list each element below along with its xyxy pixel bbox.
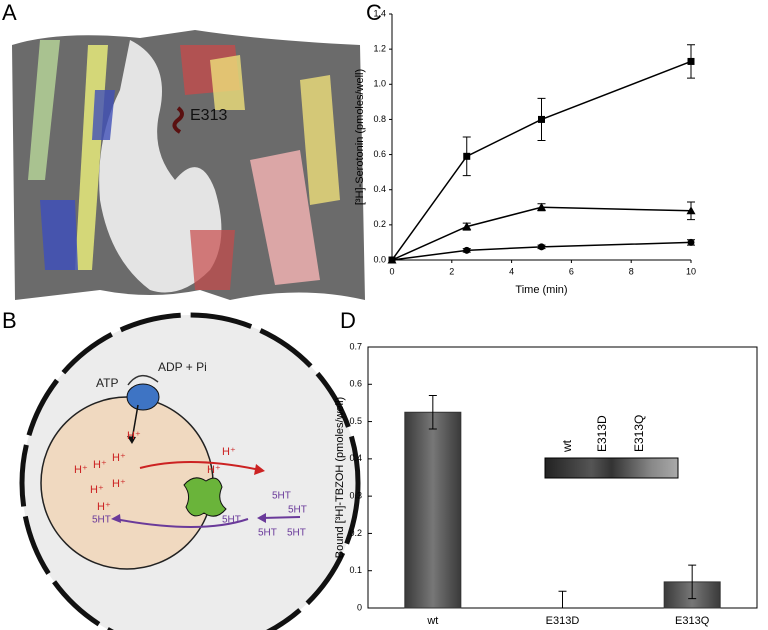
adp-label: ADP + Pi xyxy=(158,360,207,374)
y-axis-label: Bound [³H]-TBZOH (pmoles/well) xyxy=(334,397,346,558)
marker xyxy=(538,115,545,123)
helix xyxy=(190,230,235,290)
y-tick-label: 1.0 xyxy=(373,79,386,89)
x-tick-label: wt xyxy=(426,615,438,627)
error-bar xyxy=(688,564,697,600)
blot xyxy=(544,457,679,479)
serotonin-label: 5HT xyxy=(258,528,277,539)
x-tick-label: 4 xyxy=(509,266,514,276)
proton-label: H⁺ xyxy=(222,446,236,458)
y-tick-label: 0.7 xyxy=(349,341,362,351)
helix xyxy=(28,40,60,180)
y-tick-label: 0.0 xyxy=(373,254,386,264)
y-axis-label: [³H]-Serotonin (pmoles/well) xyxy=(354,69,366,205)
helix xyxy=(300,75,340,205)
y-tick-label: 1.4 xyxy=(373,8,386,18)
atpase xyxy=(126,383,160,411)
series-line xyxy=(391,60,692,261)
blot-label: wt xyxy=(560,439,574,453)
y-tick-label: 0 xyxy=(357,602,362,612)
bar xyxy=(404,411,462,609)
x-tick-label: 0 xyxy=(389,266,394,276)
arrowhead xyxy=(257,513,266,523)
arrow xyxy=(131,404,139,441)
panel-b: ATP ADP + Pi 5HT 5HT H⁺ H⁺H⁺H⁺ H⁺H⁺H⁺H⁺H⁺5… xyxy=(19,312,361,630)
proton-label: H⁺ xyxy=(97,501,111,513)
panel-label: A xyxy=(2,0,17,25)
cavity xyxy=(99,40,222,293)
x-tick-label: 2 xyxy=(449,266,454,276)
x-tick-label: 8 xyxy=(629,266,634,276)
chart-c: 0.0 0.2 0.4 0.6 0.8 1.0 1.2 1.4 0 2 4 6 8 10 Time (min… xyxy=(354,8,696,296)
proton-label: H⁺ xyxy=(127,430,141,442)
proton-label: H⁺ xyxy=(112,478,126,490)
proton-label: H⁺ xyxy=(93,459,107,471)
arrow xyxy=(127,375,159,386)
series-line xyxy=(391,241,692,261)
y-tick-label: 0.6 xyxy=(373,149,386,159)
serotonin-arrow xyxy=(114,518,249,528)
error-bar xyxy=(428,394,437,430)
proton-label: H⁺ xyxy=(74,464,88,476)
series-line xyxy=(391,206,692,261)
x-tick-label: E313Q xyxy=(675,615,710,627)
x-axis-label: Time (min) xyxy=(515,284,567,296)
proton-label: H⁺ xyxy=(90,484,104,496)
helix xyxy=(210,55,245,110)
x-tick-label: E313D xyxy=(546,615,580,627)
marker xyxy=(463,152,471,160)
residue-stick xyxy=(172,106,184,134)
proton-label: H⁺ xyxy=(112,452,126,464)
error-bar xyxy=(558,590,567,609)
blot-label: E313Q xyxy=(632,415,646,452)
chart-d: 0 0.1 0.2 0.3 0.4 0.5 0.6 0.7 Bound [³H]-TBZOH (… xyxy=(334,341,758,627)
marker xyxy=(686,206,696,215)
arrowhead xyxy=(127,436,136,444)
arrowhead xyxy=(254,464,265,475)
panel-label: B xyxy=(2,308,17,333)
panel-a: E313 xyxy=(12,30,365,300)
panel-label: D xyxy=(340,308,356,333)
y-tick-label: 1.2 xyxy=(373,44,386,54)
y-tick-label: 0.1 xyxy=(349,565,362,575)
x-tick-label: 6 xyxy=(569,266,574,276)
residue-label: E313 xyxy=(190,107,227,124)
marker xyxy=(537,202,546,211)
marker xyxy=(462,222,472,231)
marker xyxy=(463,246,471,254)
x-tick-label: 10 xyxy=(686,266,696,276)
y-tick-label: 0.2 xyxy=(349,528,362,538)
blot-label: E313D xyxy=(595,415,609,452)
proton-label: H⁺ xyxy=(207,464,221,476)
y-tick-label: 0.8 xyxy=(373,114,386,124)
marker xyxy=(388,256,396,264)
transporter xyxy=(183,477,227,517)
y-tick-label: 0.4 xyxy=(373,184,386,194)
serotonin-label: 5HT xyxy=(272,491,291,502)
helix xyxy=(40,200,78,270)
serotonin-label: 5HT xyxy=(222,515,241,526)
serotonin-label: 5HT xyxy=(287,528,306,539)
y-tick-label: 0.2 xyxy=(373,219,386,229)
panel-label: C xyxy=(366,0,382,25)
y-tick-label: 0.5 xyxy=(349,416,362,426)
arrowhead xyxy=(111,514,121,523)
marker xyxy=(538,243,545,251)
serotonin-label: 5HT xyxy=(288,505,307,516)
y-tick-label: 0.4 xyxy=(349,453,362,463)
marker xyxy=(687,238,695,246)
proton-arrow xyxy=(139,461,261,471)
serotonin-arrow xyxy=(261,516,301,519)
atp-label: ATP xyxy=(96,376,118,390)
serotonin-label: 5HT xyxy=(92,515,111,526)
marker xyxy=(687,57,695,65)
y-tick-label: 0.3 xyxy=(349,491,362,501)
helix xyxy=(92,90,115,140)
helix xyxy=(250,150,320,285)
y-tick-label: 0.6 xyxy=(349,379,362,389)
